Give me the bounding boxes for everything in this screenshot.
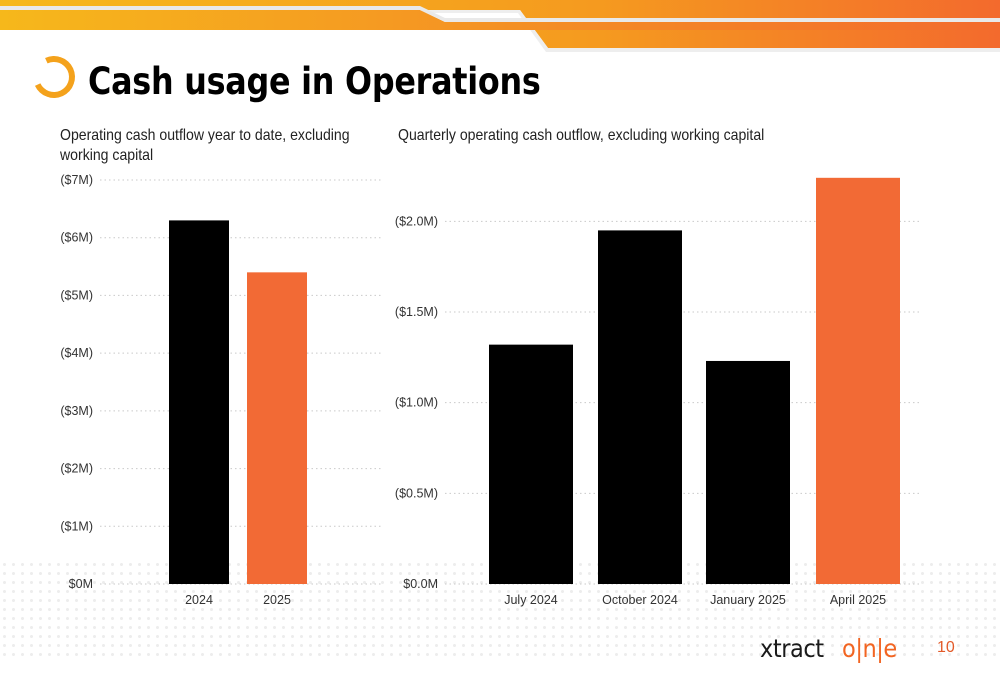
chart-1-ytick-label: ($6M) xyxy=(60,231,93,245)
slide-title: Cash usage in Operations xyxy=(88,60,541,103)
chart-2-ytick-label: $0.0M xyxy=(403,577,438,591)
chart-1-ytick-label: ($4M) xyxy=(60,346,93,360)
chart-1-xtick-label: 2025 xyxy=(263,593,291,607)
brand-logo-mark: o|n|e xyxy=(842,634,897,663)
chart-1-ytick-label: ($2M) xyxy=(60,462,93,476)
chart-2-xtick-label: January 2025 xyxy=(710,593,786,607)
chart-2-bar-1 xyxy=(598,230,682,584)
chart-2-bar-0 xyxy=(489,344,573,584)
chart-1-title: Operating cash outflow year to date, exc… xyxy=(60,127,350,164)
chart-1-ytick-label: ($5M) xyxy=(60,288,93,302)
chart-2-xtick-label: October 2024 xyxy=(602,593,678,607)
chart-1-ytick-label: ($1M) xyxy=(60,519,93,533)
chart-1-bar-0 xyxy=(169,220,229,584)
brand-logo-text: xtract xyxy=(760,634,824,663)
chart-2-ytick-label: ($1.0M) xyxy=(395,396,438,410)
page-number: 10 xyxy=(937,639,955,656)
chart-2-bar-3 xyxy=(816,177,900,584)
chart-2-xtick-label: July 2024 xyxy=(504,593,558,607)
chart-1-ytick-label: ($7M) xyxy=(60,173,93,187)
chart-2-ytick-label: ($1.5M) xyxy=(395,305,438,319)
chart-1-ytick-label: ($3M) xyxy=(60,404,93,418)
chart-2-bar-2 xyxy=(706,360,790,584)
chart-2-ytick-label: ($0.5M) xyxy=(395,486,438,500)
chart-2-title: Quarterly operating cash outflow, exclud… xyxy=(398,127,765,144)
top-decorative-band xyxy=(0,0,1000,52)
chart-1-bar-1 xyxy=(247,272,307,584)
chart-2-xtick-label: April 2025 xyxy=(830,593,886,607)
chart-1-xtick-label: 2024 xyxy=(185,593,213,607)
bottom-decorative-band xyxy=(0,6,1000,30)
chart-2-ytick-label: ($2.0M) xyxy=(395,214,438,228)
chart-1-ytick-label: $0M xyxy=(69,577,93,591)
